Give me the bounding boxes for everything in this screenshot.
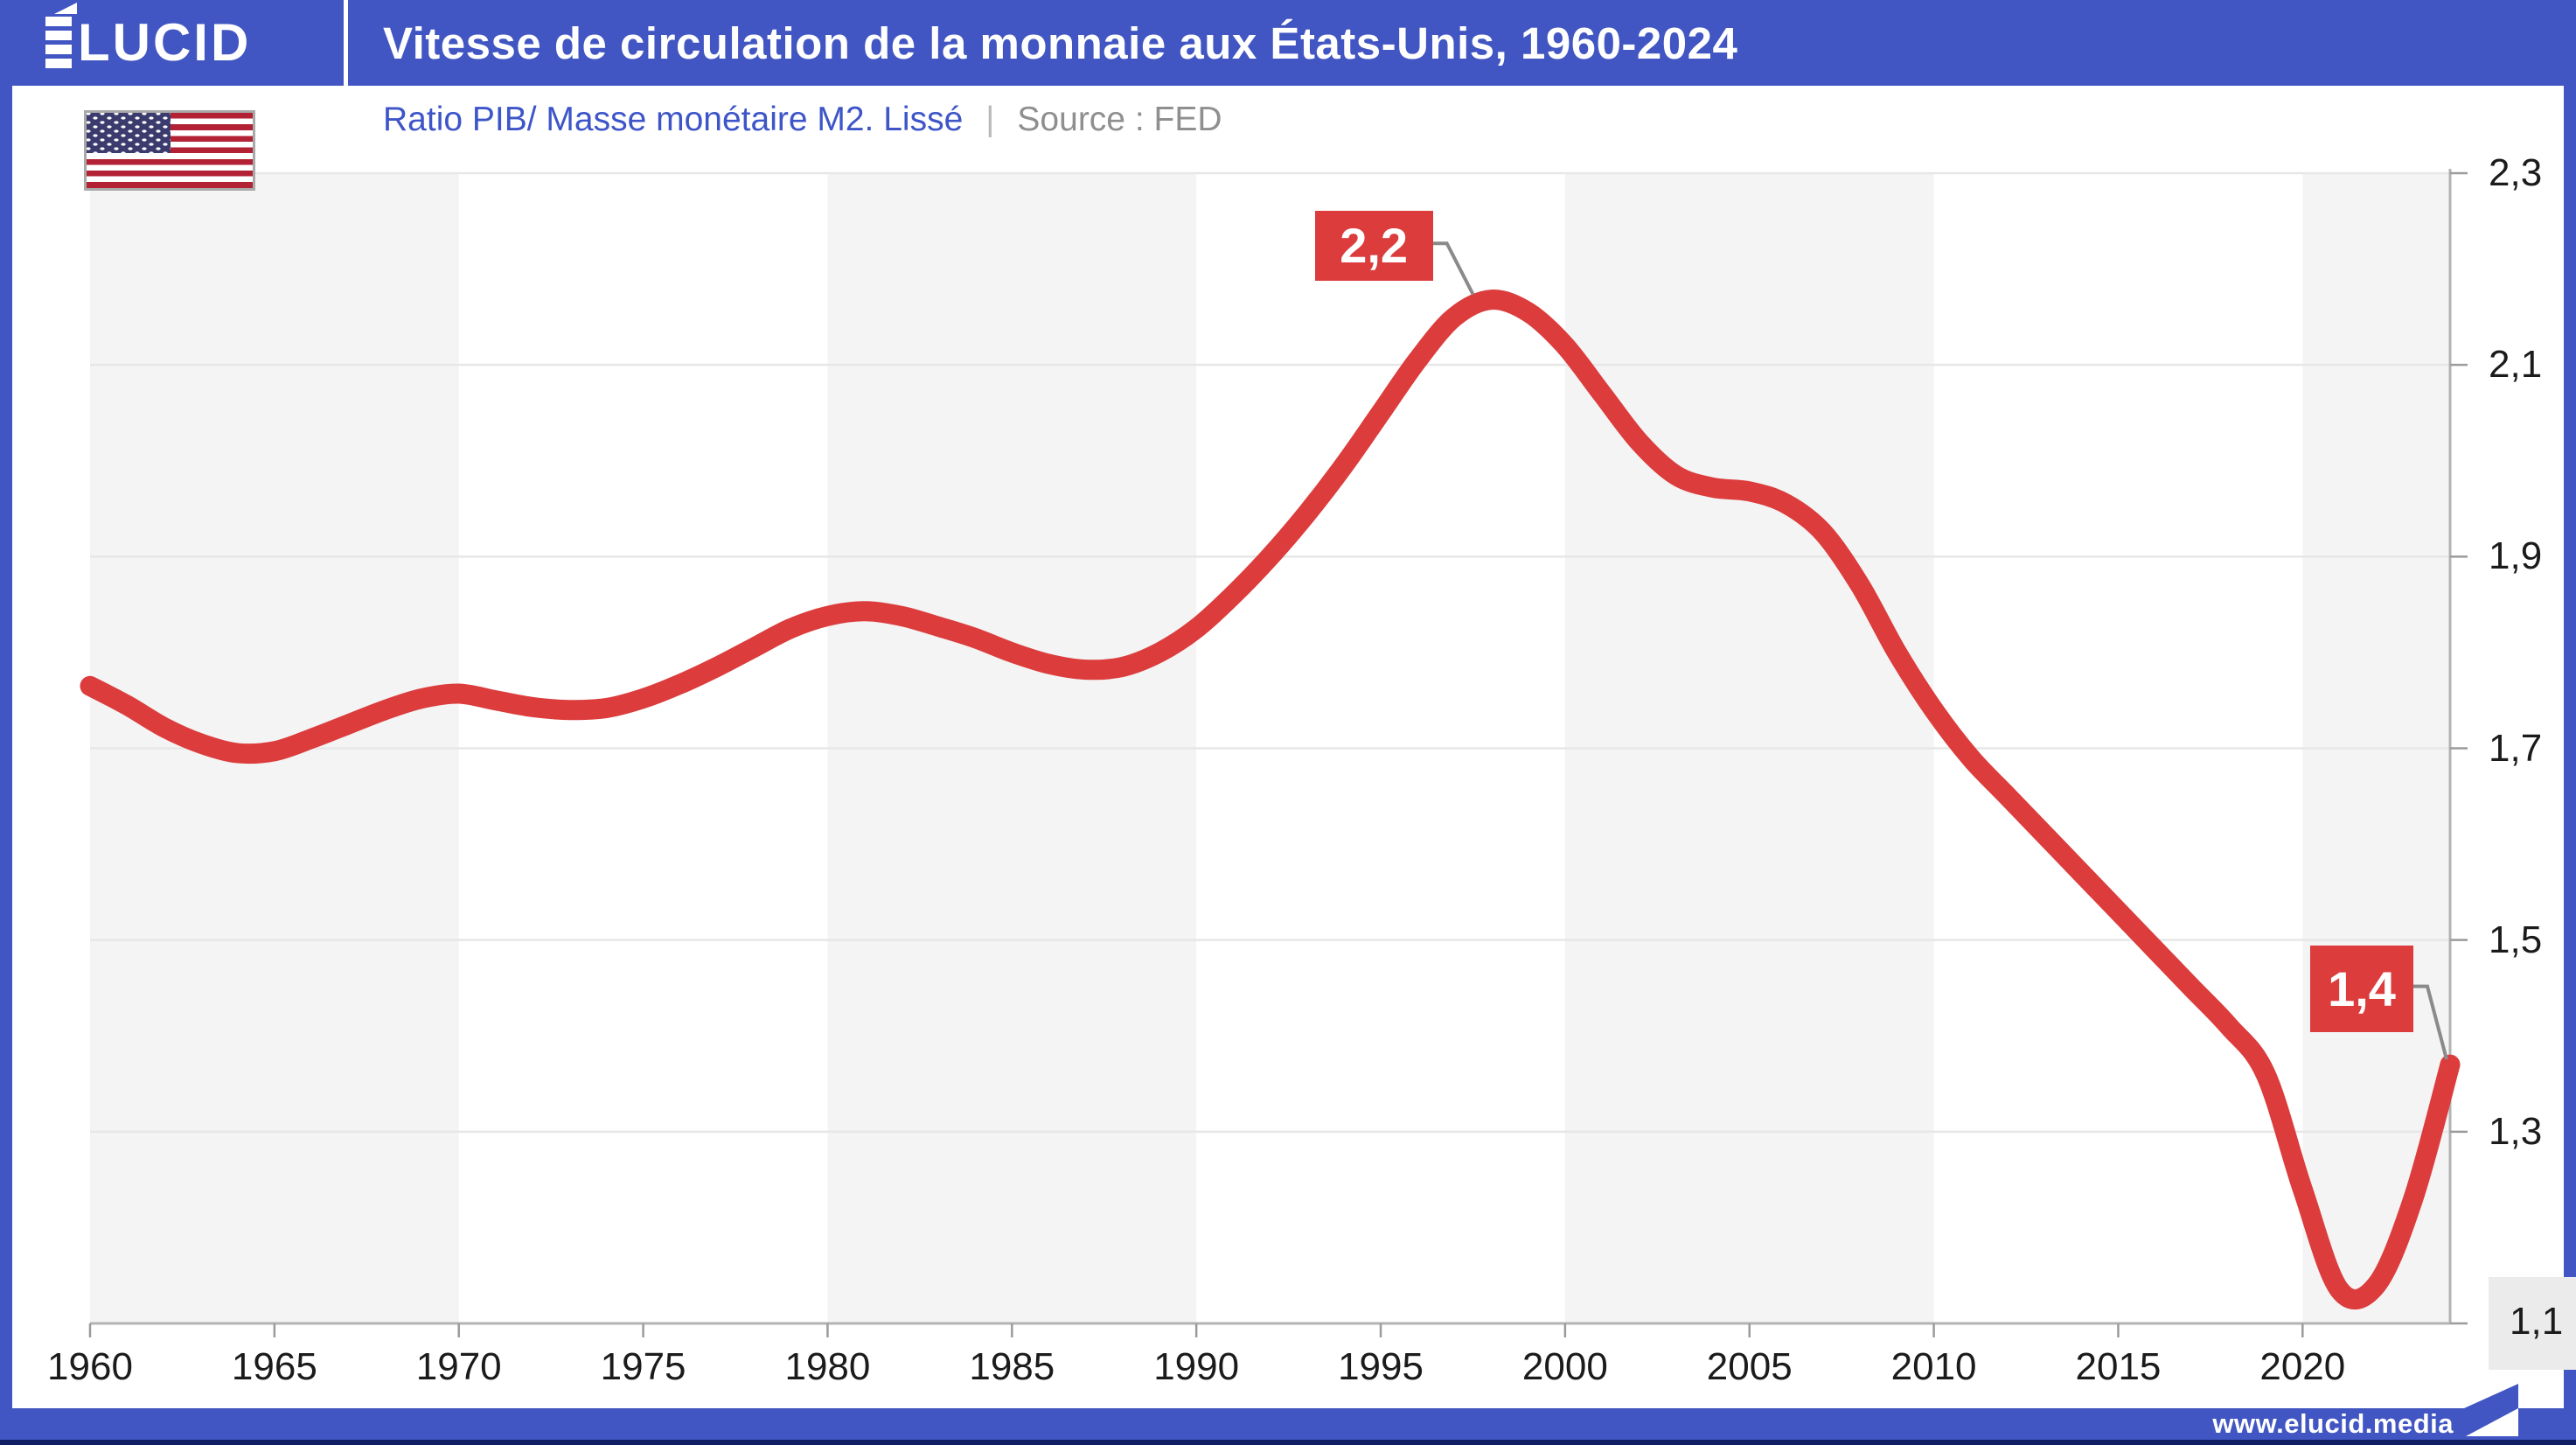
elucid-logo-text: LUCID	[78, 13, 252, 72]
y-axis-tick-label: 1,7	[2489, 726, 2543, 770]
latest-value-label: 1,4	[2310, 946, 2413, 1033]
x-axis-tick-label: 2005	[1706, 1345, 1793, 1388]
us-flag-icon	[84, 110, 255, 191]
header-bar: LUCID Vitesse de circulation de la monna…	[0, 0, 2576, 86]
x-axis-tick-label: 1980	[784, 1345, 871, 1388]
x-axis-tick-label: 1965	[231, 1345, 317, 1388]
x-axis-tick-label: 1990	[1153, 1345, 1240, 1388]
footer-bar	[0, 1408, 2576, 1440]
elucid-flag-icon	[2464, 1384, 2518, 1436]
elucid-logo-e-icon	[45, 3, 77, 69]
frame-border-right	[2564, 0, 2576, 1445]
x-axis-tick-label: 1960	[47, 1345, 133, 1388]
y-axis-tick-label: 2,3	[2489, 151, 2543, 194]
subtitle-separator: |	[985, 101, 995, 138]
footer-url[interactable]: www.elucid.media	[2212, 1408, 2454, 1439]
page-title: Vitesse de circulation de la monnaie aux…	[383, 17, 1738, 68]
x-axis-tick-label: 2010	[1890, 1345, 1977, 1388]
x-axis-tick-label: 1970	[415, 1345, 502, 1388]
x-axis-tick-label: 2000	[1521, 1345, 1608, 1388]
x-axis-tick-label: 1995	[1338, 1345, 1424, 1388]
frame-border-left	[0, 0, 12, 1445]
x-axis-tick-label: 2015	[2075, 1345, 2162, 1388]
annotation-connector	[1432, 241, 1475, 296]
peak-value-label: 2,2	[1314, 210, 1433, 281]
y-axis-tick-label: 1,9	[2489, 534, 2543, 578]
y-axis-tick-label: 1,3	[2489, 1109, 2543, 1153]
x-axis-tick-label: 1985	[969, 1345, 1055, 1388]
header-separator	[344, 0, 348, 86]
velocity-line	[80, 290, 2461, 1309]
x-axis-tick-label: 2020	[2259, 1345, 2346, 1388]
elucid-logo: LUCID	[45, 3, 343, 72]
annotation-connector	[2413, 984, 2448, 1060]
us-flag-canton	[87, 113, 171, 153]
chart-subtitle: Ratio PIB/ Masse monétaire M2. Lissé | S…	[383, 94, 1222, 145]
y-axis-tick-label: 1,1	[2489, 1277, 2576, 1370]
subtitle-metric: Ratio PIB/ Masse monétaire M2. Lissé	[383, 101, 964, 138]
y-axis-tick-label: 1,5	[2489, 918, 2543, 961]
footer-navy-edge	[0, 1440, 2576, 1445]
subtitle-source: Source : FED	[1017, 101, 1222, 138]
y-axis-tick-label: 2,1	[2489, 343, 2543, 387]
x-axis-tick-label: 1975	[600, 1345, 686, 1388]
